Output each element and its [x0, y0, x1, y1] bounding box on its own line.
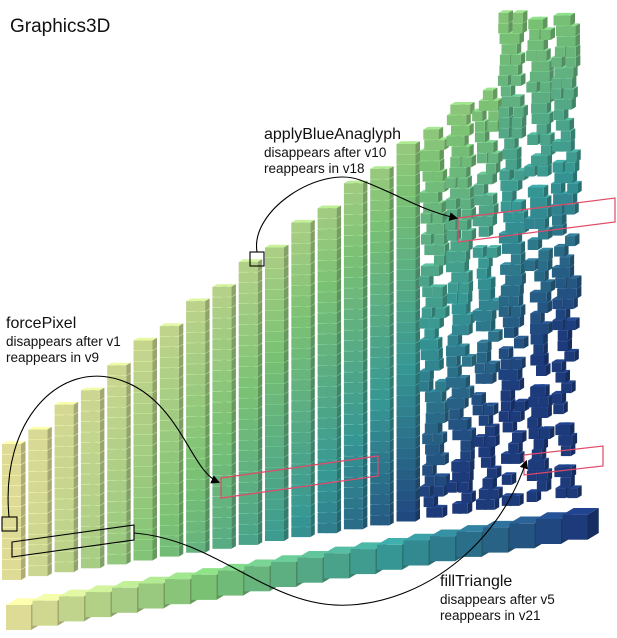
annotation-filltriangle: fillTriangle disappears after v5 reappea… — [440, 573, 555, 624]
element-cube — [498, 10, 513, 23]
element-cube — [539, 426, 555, 439]
annotation-line: disappears after v10 — [264, 144, 387, 160]
element-cube — [428, 126, 444, 140]
element-cube — [37, 426, 52, 440]
annotation-name: fillTriangle — [440, 573, 513, 590]
element-cube — [501, 472, 517, 485]
element-cube — [142, 337, 157, 351]
filltriangle-connector — [133, 459, 529, 606]
element-cube — [168, 323, 184, 337]
element-cube — [11, 441, 26, 454]
filltriangle-source-box — [11, 524, 135, 558]
forcepixel-highlight-box — [220, 455, 379, 499]
element-cube — [63, 402, 79, 415]
element-cube — [379, 166, 394, 179]
element-cube — [513, 335, 529, 349]
chart-title: Graphics3D — [10, 16, 111, 37]
annotation-line: disappears after v1 — [6, 333, 121, 349]
element-cube — [498, 346, 514, 359]
element-cube — [512, 430, 527, 443]
element-cube — [511, 356, 526, 370]
annotation-forcepixel: forcePixel disappears after v1 reappears… — [6, 315, 121, 366]
annotation-name: forcePixel — [6, 315, 77, 332]
element-cube — [482, 87, 498, 101]
element-cube — [559, 422, 575, 436]
element-cube — [195, 298, 210, 312]
element-cube — [326, 205, 342, 219]
element-cube — [477, 339, 492, 353]
element-cube — [551, 359, 567, 373]
element-cube — [432, 504, 448, 518]
element-cube — [564, 233, 580, 247]
element-cube — [300, 219, 315, 233]
element-cube — [510, 94, 525, 107]
element-cube — [560, 12, 575, 26]
element-cube — [89, 387, 105, 401]
element-cube — [482, 192, 498, 206]
element-cube — [533, 184, 549, 198]
base-scale-cube — [562, 507, 599, 540]
element-cube — [116, 362, 131, 376]
element-cube — [486, 245, 502, 258]
element-cube — [457, 417, 472, 430]
element-cube — [274, 244, 289, 258]
element-cube — [221, 284, 236, 297]
annotation-line: disappears after v5 — [440, 591, 555, 607]
element-cube — [483, 402, 499, 416]
element-cube — [533, 16, 548, 30]
element-cube — [524, 258, 539, 271]
cube-layer — [2, 10, 599, 630]
annotation-line: reappears in v9 — [6, 349, 100, 365]
element-cube — [554, 243, 569, 257]
element-cube — [485, 360, 501, 374]
highlight-layer — [1, 176, 616, 606]
element-cube — [472, 245, 488, 258]
applyblueanaglyph-highlight-box — [457, 197, 616, 243]
element-cube — [538, 247, 553, 261]
element-cube — [509, 493, 524, 506]
annotation-line: reappears in v21 — [440, 607, 541, 623]
annotation-line: reappears in v18 — [264, 160, 365, 176]
element-cube — [434, 452, 449, 466]
element-cube — [471, 392, 486, 405]
element-cube — [514, 398, 530, 412]
element-cube — [405, 141, 420, 154]
forcepixel-source-box — [1, 516, 18, 532]
element-cube — [512, 10, 528, 23]
annotation-name: applyBlueAnaglyph — [264, 126, 401, 143]
element-cube — [535, 384, 550, 397]
applyblueanaglyph-connector — [256, 176, 459, 253]
element-cube — [566, 275, 582, 289]
forcepixel-connector — [7, 375, 221, 518]
element-cube — [432, 284, 447, 298]
annotation-applyblueanaglyph: applyBlueAnaglyph disappears after v10 r… — [264, 126, 401, 177]
element-cube — [561, 464, 577, 478]
element-cube — [455, 343, 470, 357]
element-cube — [565, 317, 580, 331]
element-cube — [511, 199, 526, 212]
